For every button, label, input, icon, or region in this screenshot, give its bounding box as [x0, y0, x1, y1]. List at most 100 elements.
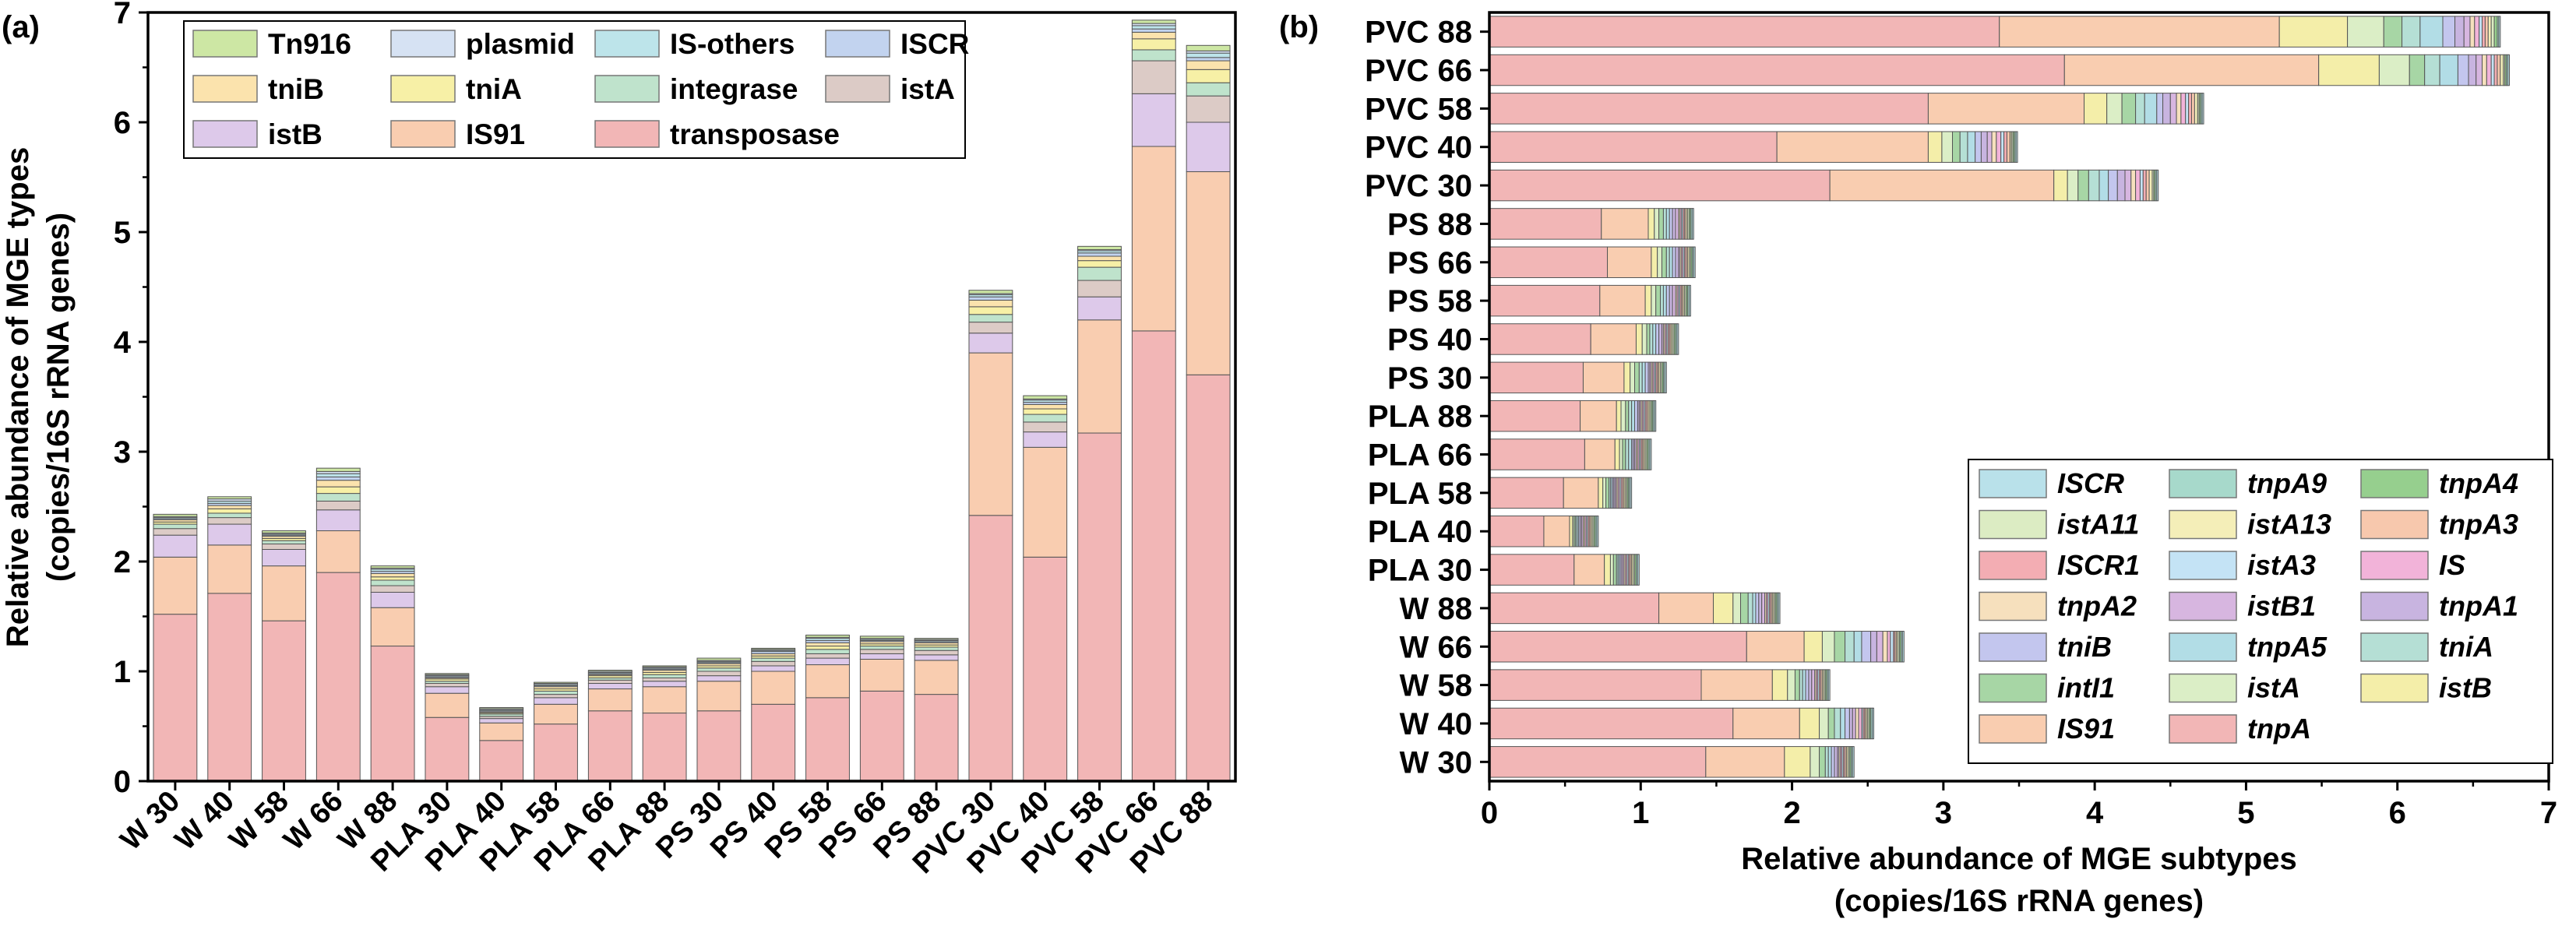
bar-b-ps-58-istb1: [1672, 284, 1676, 317]
bar-a-ps-66-transposase: [859, 690, 904, 782]
bar-b-pla-58-tnpa: [1489, 477, 1564, 509]
legend-b-swatch-is91: [1979, 714, 2047, 744]
bar-a-w-88-tnia: [370, 576, 415, 581]
bar-b-pvc-30-is91: [1829, 169, 2055, 202]
bar-a-w-66-ista: [315, 500, 361, 511]
bar-b-pvc-88-ista11: [2490, 16, 2495, 48]
bar-a-pvc-66-tn916: [1131, 19, 1176, 24]
legend-b-box: [1968, 459, 2553, 764]
bar-a-pla-66-ista: [587, 679, 633, 685]
legend-b-label-inti1: intI1: [2057, 672, 2115, 704]
y-tick-label-a-4: 4: [114, 326, 132, 360]
legend-a-label-tnia: tniA: [466, 73, 522, 105]
legend-b-label-is91: IS91: [2057, 713, 2115, 745]
bar-a-ps-30-tn916: [696, 657, 742, 661]
bar-b-w-88-istb1: [1761, 592, 1766, 625]
y-tick-label-b-pla-30: PLA 30: [1368, 554, 1472, 588]
bar-a-w-40-istb: [207, 523, 252, 546]
legend-b-label-tnpa: tnpA: [2247, 713, 2311, 745]
bar-a-pvc-88-transposase: [1186, 374, 1231, 782]
bar-b-w-40-is91: [1732, 707, 1800, 740]
bar-b-pvc-58-is: [2180, 93, 2187, 125]
bar-b-ps-40-tnpa1: [1658, 323, 1662, 355]
bar-b-pla-40-istb: [1569, 515, 1573, 547]
bar-a-w-88-integrase: [370, 579, 415, 586]
bar-a-ps-66-is91: [859, 658, 904, 692]
bar-b-pvc-30-tnpa1: [2116, 169, 2126, 202]
bar-b-pla-58-iscr: [1630, 477, 1633, 509]
y-tick-label-b-pvc-66: PVC 66: [1365, 54, 1472, 88]
legend-b-label-tnib: tniB: [2057, 631, 2112, 663]
legend-b-swatch-tnib: [1979, 632, 2047, 662]
bar-a-pla-30-transposase: [425, 716, 470, 782]
bar-b-w-58-istb1: [1811, 669, 1816, 701]
bar-a-ps-58-ista: [805, 653, 850, 659]
legend-b-swatch-ista3: [2169, 551, 2237, 580]
bar-b-pla-30-tnpa: [1489, 554, 1575, 586]
bar-b-pvc-30-tnib: [2108, 169, 2118, 202]
legend-a-label-plasmid: plasmid: [466, 28, 575, 60]
bar-b-ps-88-tnib: [1669, 208, 1673, 240]
bar-a-ps-66-istb: [859, 653, 904, 660]
legend-b-label-iscr1: ISCR1: [2057, 549, 2140, 581]
y-tick-label-b-w-66: W 66: [1400, 630, 1472, 664]
bar-b-ps-30-tnpa5: [1641, 361, 1646, 394]
bar-a-pvc-66-istb: [1131, 93, 1176, 147]
bar-a-pla-40-transposase: [479, 740, 524, 782]
bar-a-ps-88-transposase: [914, 694, 959, 782]
y-tick-label-b-pvc-58: PVC 58: [1365, 92, 1472, 126]
legend-a-swatch-istb: [192, 120, 258, 148]
bar-b-ps-58-tnia: [1660, 284, 1664, 317]
bar-b-pvc-66-istb: [2318, 54, 2380, 86]
bar-b-pvc-58-tnpa3: [2190, 93, 2195, 125]
bar-b-pla-66-tnpa: [1489, 438, 1585, 470]
bar-b-pvc-30-tnia: [2088, 169, 2100, 202]
bar-a-ps-30-is91: [696, 681, 742, 712]
bar-b-w-40-ista: [1819, 707, 1829, 740]
bar-b-ps-66-tnia: [1665, 246, 1670, 279]
legend-b-label-iscr: ISCR: [2057, 467, 2124, 499]
bar-b-pla-40-tnpa: [1489, 515, 1545, 547]
bar-b-pvc-88-ista3: [2479, 16, 2483, 48]
bar-b-pla-66-istb: [1614, 438, 1620, 470]
x-tick-label-b-7: 7: [2540, 796, 2557, 830]
bar-a-ps-30-transposase: [696, 710, 742, 782]
bar-b-pvc-58-ista13: [2194, 93, 2198, 125]
bar-b-ps-40-istb: [1635, 323, 1643, 355]
bar-a-pvc-58-tn916: [1077, 245, 1122, 251]
legend-a-swatch-ista: [825, 75, 890, 103]
bar-a-w-66-istb: [315, 509, 361, 532]
x-tick-label-a-w-66: W 66: [277, 785, 349, 857]
bar-a-pvc-88-ista: [1186, 95, 1231, 123]
bar-b-w-66-tnpa1: [1870, 631, 1877, 663]
bar-b-pvc-88-tnpa1: [2454, 16, 2465, 48]
bar-b-pla-30-inti1: [1612, 554, 1617, 586]
bar-b-pvc-58-tnia: [2135, 93, 2145, 125]
bar-a-w-58-istb: [262, 548, 306, 567]
bar-b-pvc-40-is91: [1776, 131, 1929, 163]
bar-b-ps-66-ista: [1657, 246, 1662, 279]
legend-b-label-is: IS: [2439, 549, 2465, 581]
bar-b-w-58-tnpa1: [1808, 669, 1813, 701]
bar-a-pla-40-tn916: [479, 707, 524, 709]
bar-a-w-58-integrase: [262, 540, 306, 544]
legend-b-swatch-ista: [2169, 673, 2237, 703]
bar-a-pla-58-istb: [534, 697, 578, 705]
bar-b-pvc-30-tnpa5: [2099, 169, 2109, 202]
bar-a-w-40-integrase: [207, 512, 252, 519]
panel-a-y-label-line2: (copies/16S rRNA genes): [41, 213, 76, 582]
panel-b-x-label-line2: (copies/16S rRNA genes): [1834, 884, 2204, 918]
bar-b-pvc-66-ista: [2378, 54, 2410, 86]
bar-b-ps-30-tnpa: [1489, 361, 1584, 394]
bar-a-pvc-88-is91: [1186, 171, 1231, 375]
bar-b-pvc-30-tnpa: [1489, 169, 1831, 202]
bar-b-pvc-40-istb1: [1986, 131, 1993, 163]
y-tick-label-a-2: 2: [114, 545, 131, 579]
bar-a-ps-58-integrase: [805, 649, 850, 654]
bar-a-w-88-transposase: [370, 646, 415, 782]
bar-a-pvc-58-tnib: [1077, 255, 1122, 262]
bar-a-w-40-is91: [207, 544, 252, 594]
bar-b-ps-58-istb: [1644, 284, 1652, 317]
